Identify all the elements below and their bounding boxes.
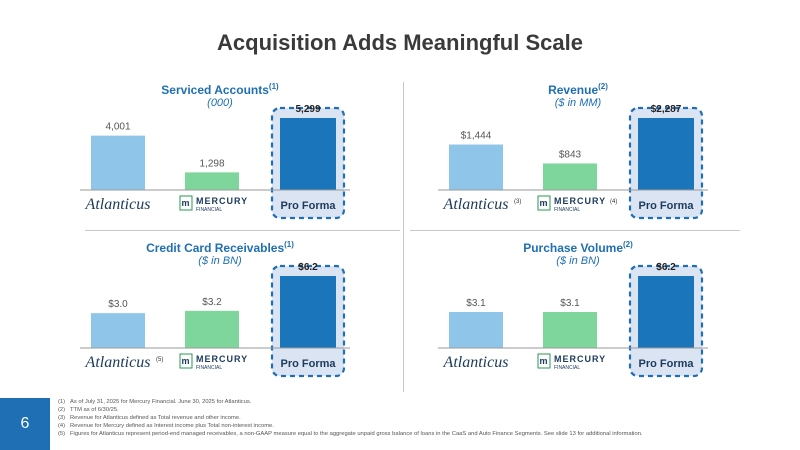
bar-atlanticus xyxy=(449,144,503,190)
footnote-ref: (4) xyxy=(610,199,617,205)
bar-pro-forma xyxy=(638,276,694,348)
bar-mercury xyxy=(543,312,597,348)
chart-subtitle: ($ in BN) xyxy=(198,255,242,267)
vertical-divider xyxy=(403,82,404,392)
bar-atlanticus xyxy=(91,313,145,348)
pro-forma-label: Pro Forma xyxy=(638,200,694,212)
bar-chart: 4,001 1,298 5,299 Atlanticus m MERCURYFINANCI… xyxy=(80,104,350,220)
footnotes: (1) As of July 31, 2025 for Mercury Finan… xyxy=(58,398,793,438)
chart-subtitle: ($ in MM) xyxy=(554,97,602,109)
mercury-logo-mark xyxy=(537,195,551,211)
footnote-ref: (5) xyxy=(156,357,163,363)
data-label: $3.2 xyxy=(202,297,222,308)
chart-title: Serviced Accounts(1) xyxy=(161,82,279,97)
footnote: (3) Revenue for Atlanticus defined as Tot… xyxy=(58,415,241,421)
slide-number: 6 xyxy=(0,398,50,450)
mercury-logo-m: m xyxy=(539,356,548,366)
mercury-logo-mark xyxy=(537,353,551,369)
data-label: $3.1 xyxy=(466,298,486,309)
data-label: $6.2 xyxy=(298,262,318,273)
chart-subtitle: (000) xyxy=(207,97,233,109)
data-label: 1,298 xyxy=(199,158,224,169)
pro-forma-label: Pro Forma xyxy=(280,200,336,212)
data-label: $3.0 xyxy=(108,299,128,310)
chart-panel-purchase-volume: Purchase Volume(2) ($ in BN) $3.1 $3.1 $6.… xyxy=(398,240,758,390)
mercury-logo-mark xyxy=(179,353,193,369)
footnote: (2) TTM as of 6/30/25. xyxy=(58,407,119,413)
data-label: $6.2 xyxy=(656,262,676,273)
atlanticus-logo: Atlanticus xyxy=(85,354,151,371)
mercury-logo-text: MERCURY xyxy=(554,196,606,206)
data-label: $843 xyxy=(559,149,582,160)
mercury-logo-m: m xyxy=(181,356,190,366)
bar-chart: $1,444 $843 $2,287 Atlanticus (3) m MERCURYFIN… xyxy=(438,104,708,220)
mercury-logo-m: m xyxy=(181,198,190,208)
atlanticus-logo: Atlanticus xyxy=(443,196,509,213)
bar-atlanticus xyxy=(449,312,503,348)
pro-forma-label: Pro Forma xyxy=(280,358,336,370)
mercury-logo-text: MERCURY xyxy=(196,196,248,206)
footnote: (5) Figures for Atlanticus represent peri… xyxy=(58,431,643,437)
chart-title: Purchase Volume(2) xyxy=(523,240,633,255)
chart-panel-serviced-accounts: Serviced Accounts(1) (000) 4,001 1,298 5,2… xyxy=(40,82,400,232)
pro-forma-label: Pro Forma xyxy=(638,358,694,370)
bar-atlanticus xyxy=(91,135,145,190)
chart-title: Revenue(2) xyxy=(548,82,608,97)
horizontal-divider-right xyxy=(410,230,740,231)
atlanticus-logo: Atlanticus xyxy=(85,196,151,213)
data-label: $3.1 xyxy=(560,298,580,309)
mercury-logo-text: MERCURY xyxy=(196,354,248,364)
bar-pro-forma xyxy=(280,276,336,348)
data-label: 5,299 xyxy=(295,104,320,115)
bar-chart: $3.0 $3.2 $6.2 Atlanticus (5) m MERCURYFINANCI… xyxy=(80,262,350,378)
atlanticus-logo: Atlanticus xyxy=(443,354,509,371)
data-label: 4,001 xyxy=(105,122,130,133)
mercury-logo-m: m xyxy=(539,198,548,208)
slide-title: Acquisition Adds Meaningful Scale xyxy=(217,30,583,55)
bar-mercury xyxy=(185,172,239,190)
bar-pro-forma xyxy=(638,118,694,190)
footnote: (1) As of July 31, 2025 for Mercury Finan… xyxy=(58,399,252,405)
footnote: (4) Revenue for Mercury defined as Intere… xyxy=(58,423,274,429)
bar-pro-forma xyxy=(280,118,336,190)
chart-subtitle: ($ in BN) xyxy=(556,255,600,267)
mercury-logo-sub: FINANCIAL xyxy=(554,207,580,213)
mercury-logo-sub: FINANCIAL xyxy=(196,365,222,371)
chart-title: Credit Card Receivables(1) xyxy=(146,240,294,255)
mercury-logo-text: MERCURY xyxy=(554,354,606,364)
data-label: $2,287 xyxy=(651,104,682,115)
bar-mercury xyxy=(185,310,239,348)
horizontal-divider-left xyxy=(85,230,400,231)
bar-mercury xyxy=(543,163,597,190)
data-label: $1,444 xyxy=(461,131,492,142)
mercury-logo-mark xyxy=(179,195,193,211)
chart-panel-credit-card-receivables: Credit Card Receivables(1) ($ in BN) $3.… xyxy=(40,240,400,390)
footnote-ref: (3) xyxy=(514,199,521,205)
mercury-logo-sub: FINANCIAL xyxy=(196,207,222,213)
chart-panel-revenue: Revenue(2) ($ in MM) $1,444 $843 $2,287 Atl… xyxy=(398,82,758,232)
mercury-logo-sub: FINANCIAL xyxy=(554,365,580,371)
